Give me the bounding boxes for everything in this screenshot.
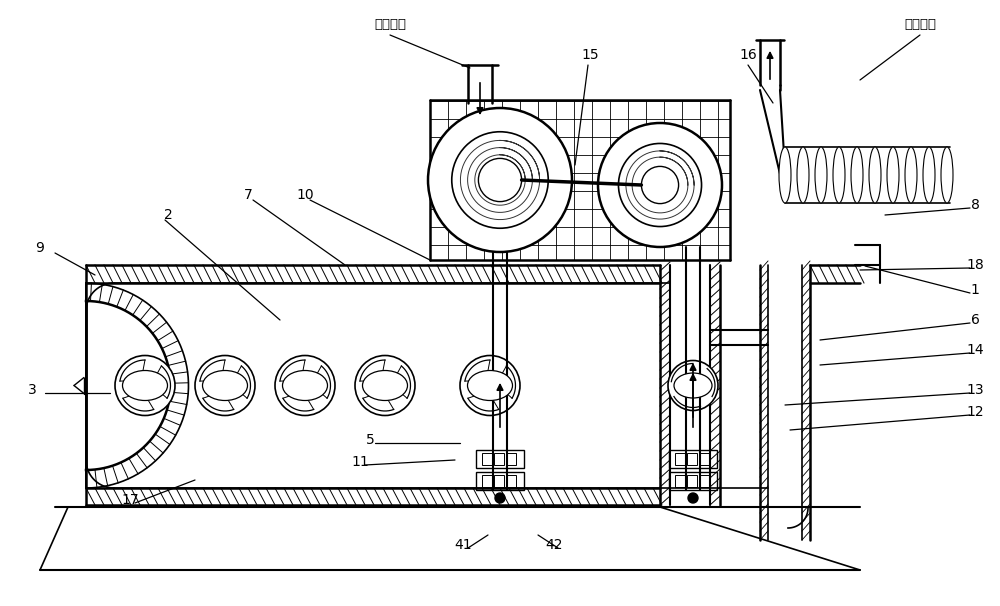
Circle shape	[355, 356, 415, 416]
Circle shape	[690, 382, 696, 389]
Ellipse shape	[202, 370, 248, 401]
Circle shape	[195, 356, 255, 416]
Ellipse shape	[941, 147, 953, 203]
Text: 12: 12	[966, 405, 984, 419]
Text: 14: 14	[966, 343, 984, 357]
Circle shape	[221, 382, 229, 390]
Bar	[506, 453, 516, 465]
Ellipse shape	[797, 147, 809, 203]
Text: 8: 8	[971, 198, 979, 212]
Ellipse shape	[674, 373, 712, 398]
Ellipse shape	[905, 147, 917, 203]
Ellipse shape	[869, 147, 881, 203]
Bar	[669, 450, 717, 468]
Bar	[675, 453, 685, 465]
Text: 烟气进口: 烟气进口	[374, 19, 406, 32]
Bar	[494, 453, 504, 465]
Circle shape	[275, 356, 335, 416]
Ellipse shape	[122, 370, 168, 401]
Text: 6: 6	[971, 313, 979, 327]
Circle shape	[115, 356, 175, 416]
Text: 1: 1	[971, 283, 979, 297]
Text: 7: 7	[244, 188, 252, 202]
Bar	[675, 475, 685, 487]
Circle shape	[688, 493, 698, 503]
Circle shape	[460, 356, 520, 416]
Ellipse shape	[283, 370, 328, 401]
Text: 2: 2	[164, 208, 172, 222]
Circle shape	[141, 382, 149, 390]
Bar	[699, 453, 709, 465]
Text: 42: 42	[545, 538, 563, 552]
Circle shape	[486, 382, 494, 390]
Text: 3: 3	[28, 383, 36, 397]
Ellipse shape	[833, 147, 845, 203]
Text: 10: 10	[296, 188, 314, 202]
Ellipse shape	[779, 147, 791, 203]
Circle shape	[301, 382, 309, 390]
Bar	[482, 475, 492, 487]
Bar	[669, 472, 717, 490]
Circle shape	[668, 361, 718, 410]
Text: 17: 17	[121, 493, 139, 507]
Text: 18: 18	[966, 258, 984, 272]
Circle shape	[452, 132, 548, 228]
Text: 16: 16	[739, 48, 757, 62]
Text: 15: 15	[581, 48, 599, 62]
Ellipse shape	[923, 147, 935, 203]
Text: 11: 11	[351, 455, 369, 469]
Ellipse shape	[851, 147, 863, 203]
Text: 13: 13	[966, 383, 984, 397]
Bar	[687, 475, 697, 487]
Bar	[699, 475, 709, 487]
Bar	[506, 475, 516, 487]
Ellipse shape	[468, 370, 512, 401]
Bar	[476, 450, 524, 468]
Bar	[482, 453, 492, 465]
Circle shape	[381, 382, 389, 390]
Text: 9: 9	[36, 241, 44, 255]
Circle shape	[428, 108, 572, 252]
Circle shape	[598, 123, 722, 247]
Circle shape	[478, 158, 522, 202]
Ellipse shape	[362, 370, 408, 401]
Ellipse shape	[815, 147, 827, 203]
Text: 41: 41	[454, 538, 472, 552]
Circle shape	[495, 493, 505, 503]
Circle shape	[641, 167, 679, 204]
Bar	[476, 472, 524, 490]
Circle shape	[618, 144, 702, 227]
Text: 烟气出口: 烟气出口	[904, 19, 936, 32]
Bar	[687, 453, 697, 465]
Bar	[494, 475, 504, 487]
Text: 5: 5	[366, 433, 374, 447]
Ellipse shape	[887, 147, 899, 203]
